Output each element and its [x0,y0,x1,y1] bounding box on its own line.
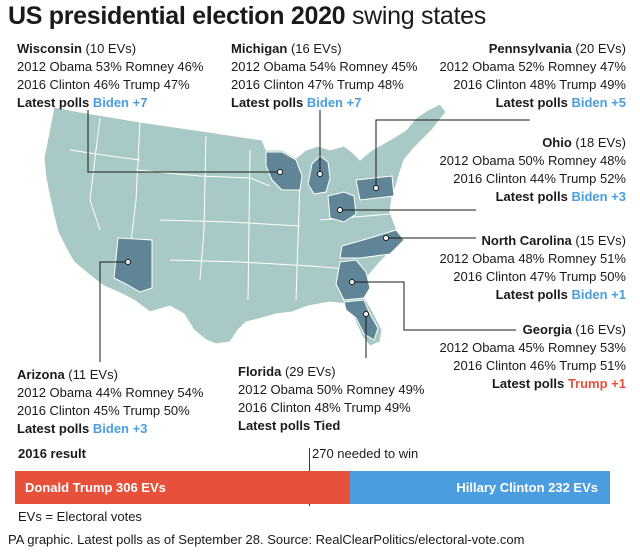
florida-shape [343,299,379,341]
arizona-info: Arizona (11 EVs) 2012 Obama 44% Romney 5… [17,366,203,438]
leader-lines [87,110,530,362]
wisconsin-2016: 2016 Clinton 46% Trump 47% [17,77,190,92]
arizona-evs: (11 EVs) [68,367,118,382]
north-carolina-name: North Carolina [481,233,572,248]
title-bold: US presidential election 2020 [8,2,346,30]
michigan-polls-label: Latest polls [231,95,304,110]
source-note: PA graphic. Latest polls as of September… [8,532,525,547]
arizona-polls-value: Biden +3 [92,421,148,436]
wisconsin-evs: (10 EVs) [85,41,137,56]
pennsylvania-polls-label: Latest polls [495,95,568,110]
needed-to-win-label: 270 needed to win [312,446,419,461]
arizona-name: Arizona [17,367,65,382]
wisconsin-polls-label: Latest polls [17,95,90,110]
north-carolina-info: North Carolina (15 EVs) 2012 Obama 48% R… [440,232,626,304]
michigan-2016: 2016 Clinton 47% Trump 48% [231,77,404,92]
pennsylvania-polls-value: Biden +5 [571,95,626,110]
pennsylvania-2016: 2016 Clinton 48% Trump 49% [453,77,626,92]
georgia-2012: 2012 Obama 45% Romney 53% [439,340,626,355]
arizona-2012: 2012 Obama 44% Romney 54% [17,385,204,400]
north-carolina-2012: 2012 Obama 48% Romney 51% [439,251,626,266]
georgia-name: Georgia [522,322,572,337]
north-carolina-polls-value: Biden +1 [571,287,626,302]
state-borders [69,117,391,301]
result-label: 2016 result [18,446,86,461]
wisconsin-shape [265,151,303,191]
title-light: swing states [351,2,486,30]
north-carolina-evs: (15 EVs) [575,233,626,248]
michigan-polls-value: Biden +7 [306,95,362,110]
florida-polls-label: Latest polls Tied [238,418,341,433]
arizona-shape [113,237,153,293]
georgia-polls-value: Trump +1 [567,376,626,391]
georgia-polls-label: Latest polls [491,376,565,391]
ohio-shape [327,191,357,223]
pennsylvania-name: Pennsylvania [488,41,572,56]
ev-note: EVs = Electoral votes [18,509,142,524]
wisconsin-name: Wisconsin [17,41,82,56]
swing-states [113,151,405,341]
wisconsin-polls-value: Biden +7 [92,95,148,110]
georgia-info: Georgia (16 EVs) 2012 Obama 45% Romney 5… [440,321,626,393]
north-carolina-polls-label: Latest polls [495,287,568,302]
georgia-2016: 2016 Clinton 46% Trump 51% [453,358,626,373]
ohio-name: Ohio [542,135,572,150]
clinton-bar: Hillary Clinton 232 EVs [350,471,610,504]
michigan-evs: (16 EVs) [290,41,342,56]
arizona-2016: 2016 Clinton 45% Trump 50% [17,403,190,418]
michigan-info: Michigan (16 EVs) 2012 Obama 54% Romney … [231,40,417,112]
florida-info: Florida (29 EVs) 2012 Obama 50% Romney 4… [238,363,424,435]
michigan-2012: 2012 Obama 54% Romney 45% [231,59,418,74]
ohio-evs: (18 EVs) [575,135,626,150]
leader-dots [125,169,389,317]
florida-2016: 2016 Clinton 48% Trump 49% [238,400,411,415]
trump-bar: Donald Trump 306 EVs [15,471,350,504]
north-carolina-2016: 2016 Clinton 47% Trump 50% [453,269,626,284]
florida-name: Florida [238,364,282,379]
ohio-info: Ohio (18 EVs) 2012 Obama 50% Romney 48% … [440,134,626,206]
wisconsin-info: Wisconsin (10 EVs) 2012 Obama 53% Romney… [17,40,203,112]
florida-2012: 2012 Obama 50% Romney 49% [238,382,425,397]
arizona-polls-label: Latest polls [17,421,90,436]
ohio-2012: 2012 Obama 50% Romney 48% [439,153,626,168]
wisconsin-2012: 2012 Obama 53% Romney 46% [17,59,204,74]
usa-mainland [43,103,447,347]
pennsylvania-info: Pennsylvania (20 EVs) 2012 Obama 52% Rom… [440,40,626,112]
page-title: US presidential election 2020 swing stat… [8,2,486,31]
florida-evs: (29 EVs) [284,364,336,379]
pennsylvania-evs: (20 EVs) [575,41,626,56]
georgia-evs: (16 EVs) [575,322,626,337]
ohio-polls-value: Biden +3 [571,189,626,204]
ohio-polls-label: Latest polls [495,189,568,204]
pennsylvania-2012: 2012 Obama 52% Romney 47% [439,59,626,74]
michigan-name: Michigan [231,41,288,56]
ohio-2016: 2016 Clinton 44% Trump 52% [453,171,626,186]
